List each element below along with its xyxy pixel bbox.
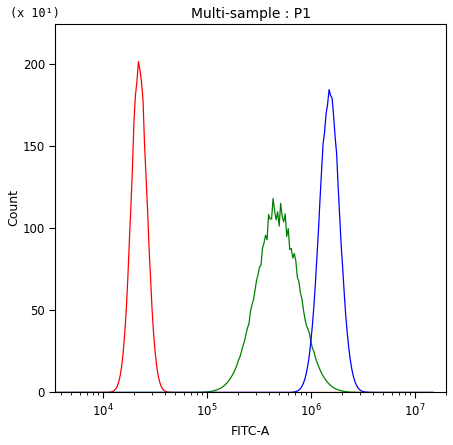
X-axis label: FITC-A: FITC-A [231,425,270,438]
Y-axis label: Count: Count [7,190,20,227]
Title: Multi-sample : P1: Multi-sample : P1 [191,7,311,21]
Text: (x 10¹): (x 10¹) [10,7,60,20]
